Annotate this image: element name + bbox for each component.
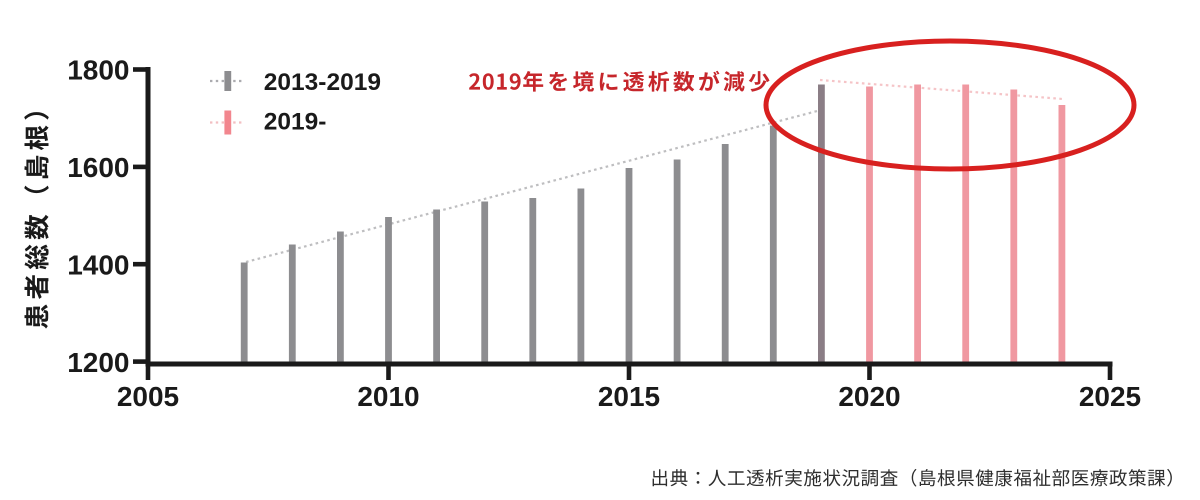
svg-text:1800: 1800 xyxy=(67,55,129,86)
svg-text:2010: 2010 xyxy=(357,381,419,412)
svg-text:2013-2019: 2013-2019 xyxy=(264,69,381,96)
svg-text:1200: 1200 xyxy=(67,347,129,378)
svg-text:2020: 2020 xyxy=(838,381,900,412)
svg-text:2019-: 2019- xyxy=(264,108,327,135)
svg-text:1600: 1600 xyxy=(67,152,129,183)
svg-text:2005: 2005 xyxy=(117,381,179,412)
svg-text:2025: 2025 xyxy=(1079,381,1141,412)
svg-text:1400: 1400 xyxy=(67,249,129,280)
svg-text:2015: 2015 xyxy=(598,381,660,412)
